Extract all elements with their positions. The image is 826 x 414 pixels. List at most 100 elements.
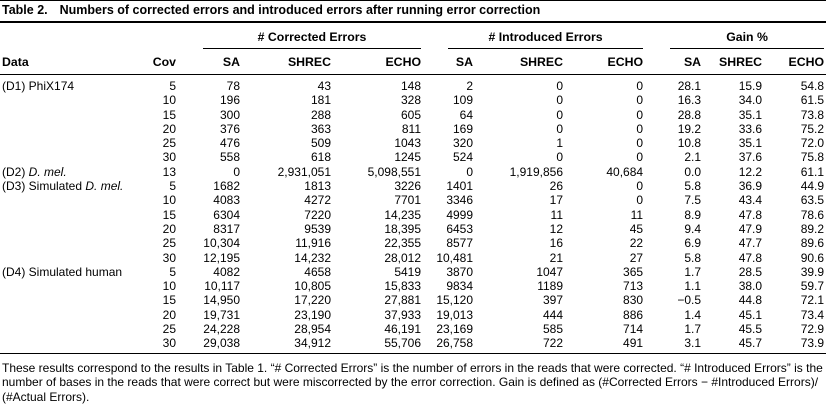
- gain-shrec-value: 38.0: [738, 279, 763, 294]
- corrected-echo-value: 22,355: [384, 236, 422, 251]
- cov-value: 20: [162, 307, 176, 322]
- corrected-sa-value: 12,195: [203, 250, 240, 265]
- gain-sa-value: 28.1: [677, 79, 702, 93]
- introduced-echo-value: 22: [629, 236, 644, 251]
- gain-echo-value: 61.1: [800, 164, 825, 179]
- cov-value: 10: [162, 193, 176, 208]
- introduced-sa-value: 3346: [446, 193, 474, 208]
- gain-shrec-value: 36.9: [738, 179, 763, 194]
- gain-echo-value: 89.2: [800, 221, 825, 236]
- corrected-echo-value: 1043: [394, 136, 422, 151]
- introduced-shrec-value: 12: [549, 221, 564, 236]
- table-row: 30 29,038 34,912 55,706 26,758 722 491 3.1 45.7 7…: [0, 336, 826, 354]
- gain-sa-value: 7.5: [684, 193, 702, 208]
- gain-shrec-value: 44.8: [738, 293, 763, 308]
- introduced-shrec-value: 1189: [537, 279, 564, 294]
- introduced-sa-value: 9834: [446, 279, 474, 294]
- table-row: 20 19,731 23,190 37,933 19,013 444 886 1.4 45.1 7…: [0, 308, 826, 322]
- corrected-shrec-value: 363: [310, 121, 331, 136]
- gain-shrec-value: 45.5: [738, 322, 763, 337]
- dataset-label: (D2) D. mel.: [2, 164, 67, 179]
- table-caption: Table 2. Numbers of corrected errors and …: [0, 0, 826, 23]
- gain-echo-value: 59.7: [800, 279, 825, 294]
- cov-value: 25: [162, 322, 176, 337]
- gain-sa-value: 19.2: [677, 121, 702, 136]
- introduced-sa-value: 109: [452, 93, 474, 108]
- corrected-sa-value: 0: [233, 164, 240, 179]
- table-row: (D2) D. mel. 13 0 2,931,051 5,098,551 0 1,919,…: [0, 165, 826, 179]
- gain-echo-value: 63.5: [800, 193, 825, 208]
- corrected-shrec-value: 4658: [304, 264, 331, 279]
- dataset-label: (D3) Simulated D. mel.: [2, 179, 124, 194]
- introduced-sa-value: 6453: [446, 221, 474, 236]
- introduced-sa-value: 23,169: [436, 322, 474, 337]
- corrected-echo-value: 328: [400, 93, 422, 108]
- cov-value: 30: [162, 250, 176, 265]
- table-row: 10 4083 4272 7701 3346 17 0 7.5 43.4 63.5: [0, 193, 826, 207]
- corrected-shrec-value: 23,190: [294, 307, 331, 322]
- gain-sa-value: 8.9: [684, 207, 702, 222]
- gain-sa-value: 2.1: [684, 150, 702, 165]
- table-row: 25 476 509 1043 320 1 0 10.8 35.1 72.0: [0, 136, 826, 150]
- dataset-label: [0, 279, 150, 293]
- results-table: # Corrected Errors # Introduced Errors G…: [0, 23, 826, 354]
- introduced-sa-value: 0: [466, 164, 474, 179]
- gain-echo-value: 89.6: [800, 236, 825, 251]
- introduced-shrec-value: 722: [475, 336, 566, 354]
- table-number-label: Table 2.: [2, 3, 48, 17]
- corrected-sa-value: 14,950: [203, 293, 240, 308]
- gain-echo-value: 75.2: [800, 121, 825, 136]
- introduced-shrec-value: 0: [556, 121, 564, 136]
- group-header-row: # Corrected Errors # Introduced Errors G…: [0, 23, 826, 49]
- dataset-label: [0, 336, 150, 354]
- gain-shrec-value: 15.9: [738, 79, 763, 93]
- introduced-shrec-value: 17: [549, 193, 564, 208]
- introduced-sa-value: 8577: [446, 236, 474, 251]
- col-header-data: Data: [0, 49, 150, 75]
- group-header-corrected-label: # Corrected Errors: [203, 30, 422, 49]
- corrected-echo-value: 7701: [394, 193, 422, 208]
- corrected-sa-value: 376: [219, 121, 240, 136]
- corrected-echo-value: 18,395: [384, 221, 422, 236]
- gain-echo-value: 90.6: [800, 250, 825, 265]
- gain-sa-value: 1.1: [684, 279, 702, 294]
- corrected-shrec-value: 618: [310, 150, 331, 165]
- introduced-sa-value: 4999: [446, 207, 474, 222]
- introduced-sa-value: 169: [452, 121, 474, 136]
- introduced-echo-value: 0: [636, 79, 644, 93]
- col-header-introduced-sa: SA: [423, 49, 476, 75]
- dataset-label: [0, 208, 150, 222]
- group-header-gain-label: Gain %: [670, 30, 825, 49]
- dataset-label: [0, 322, 150, 336]
- gain-shrec-value: 34.0: [738, 93, 763, 108]
- corrected-sa-value: 78: [226, 79, 240, 93]
- introduced-shrec-value: 21: [549, 250, 564, 265]
- introduced-shrec-value: 1,919,856: [509, 164, 564, 179]
- introduced-sa-value: 10,481: [436, 250, 474, 265]
- gain-echo-value: 61.5: [800, 93, 825, 108]
- corrected-shrec-value: 28,954: [294, 322, 331, 337]
- cov-value: 15: [162, 293, 176, 308]
- corrected-shrec-value: 288: [310, 107, 331, 122]
- cov-value: 15: [162, 207, 176, 222]
- corrected-shrec-value: 43: [317, 79, 331, 93]
- table-row: 15 300 288 605 64 0 0 28.8 35.1 73.8: [0, 108, 826, 122]
- cov-value: 20: [162, 121, 176, 136]
- gain-sa-value: 6.9: [684, 236, 702, 251]
- col-header-corrected-echo: ECHO: [333, 49, 424, 75]
- cov-value: 20: [162, 221, 176, 236]
- corrected-shrec-value: 4272: [304, 193, 331, 208]
- table-row: 25 24,228 28,954 46,191 23,169 585 714 1.7 45.5 7…: [0, 322, 826, 336]
- dataset-label: [0, 236, 150, 250]
- cov-value: 10: [162, 93, 176, 108]
- corrected-sa-value: 476: [219, 136, 240, 151]
- corrected-echo-value: 811: [401, 121, 422, 136]
- gain-sa-value: 1.7: [684, 322, 702, 337]
- introduced-echo-value: 0: [636, 93, 644, 108]
- introduced-echo-value: 45: [629, 221, 644, 236]
- corrected-shrec-value: 14,232: [294, 250, 331, 265]
- corrected-sa-value: 4083: [213, 193, 240, 208]
- table-row: (D4) Simulated human 5 4082 4658 5419 3870 104…: [0, 265, 826, 279]
- gain-sa-value: 10.8: [677, 136, 702, 151]
- gain-sa-value: 28.8: [677, 107, 702, 122]
